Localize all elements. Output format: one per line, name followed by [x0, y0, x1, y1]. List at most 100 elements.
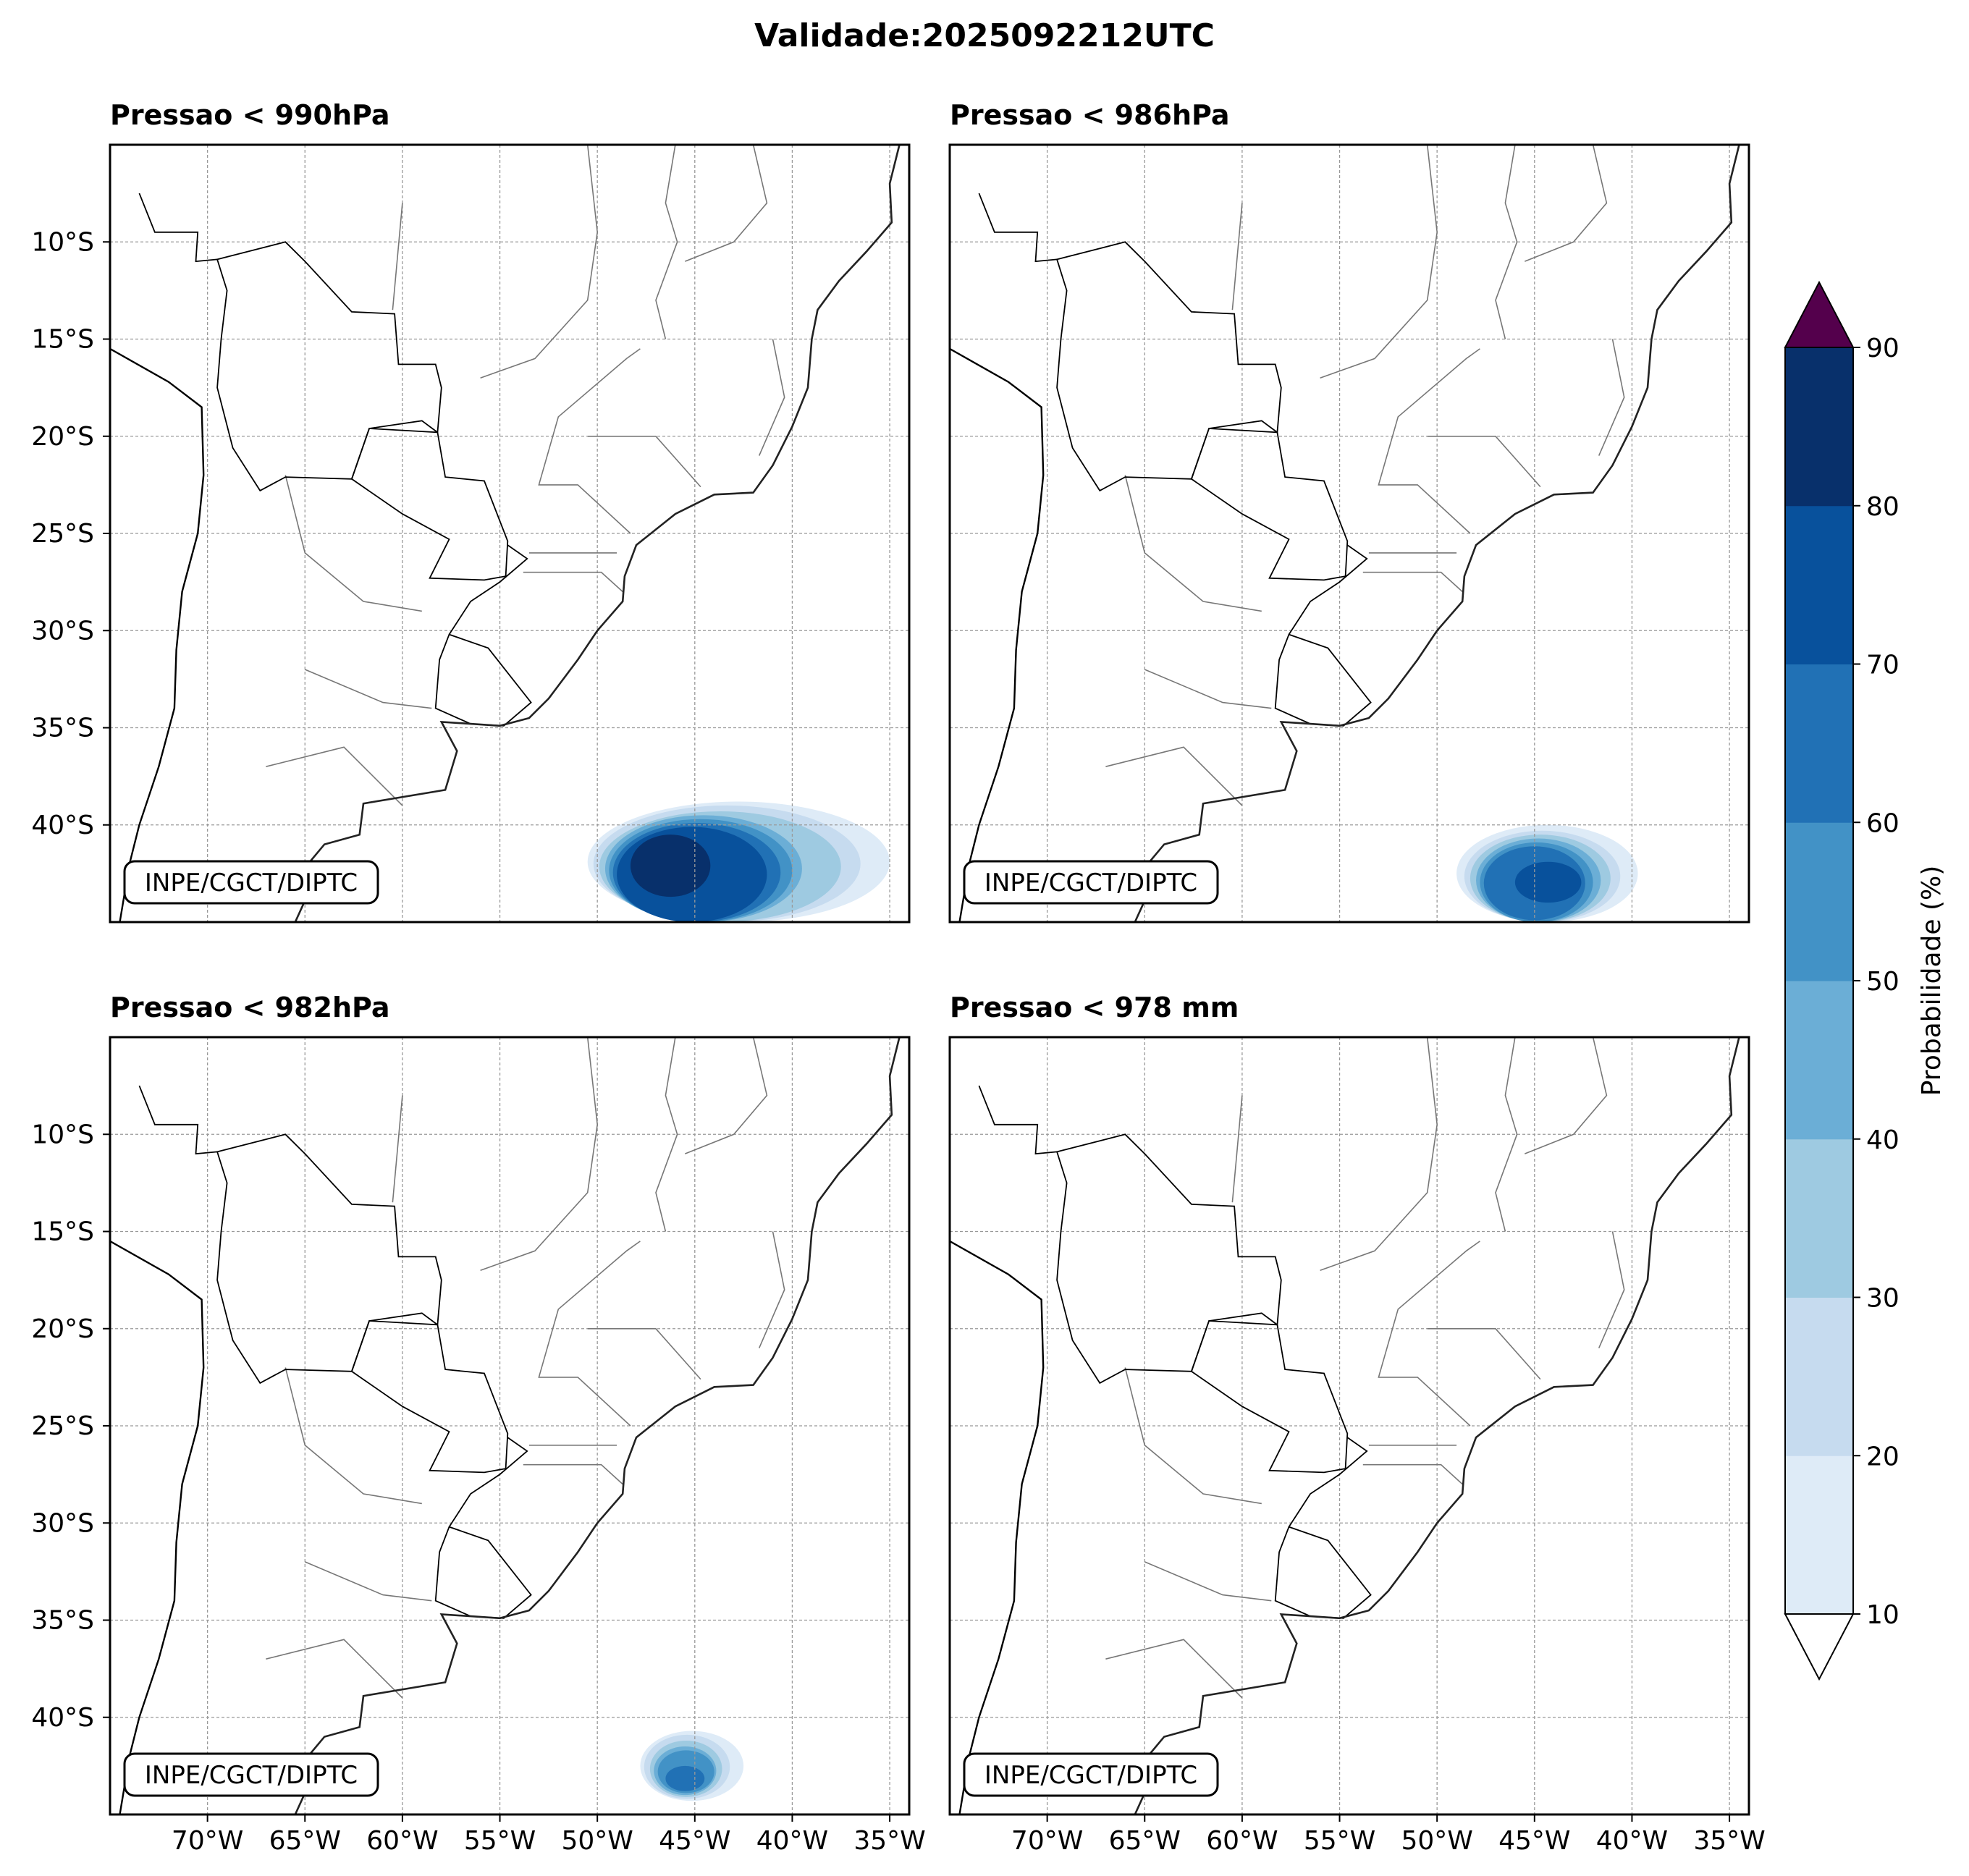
state-border: [392, 1095, 403, 1203]
lon-tick-label: 45°W: [659, 1826, 730, 1856]
country-border: [448, 1437, 528, 1528]
state-border: [758, 339, 785, 456]
lat-tick-label: 30°S: [31, 1508, 94, 1538]
state-border: [1362, 1463, 1463, 1485]
colorbar-tick-label: 70: [1866, 651, 1900, 680]
colorbar-segment: [1785, 1138, 1853, 1298]
lat-axis-top: 10°S 15°S 20°S 25°S 30°S 35°S 40°S: [31, 227, 110, 840]
lat-tick-label: 40°S: [31, 1703, 94, 1733]
state-border: [1495, 1037, 1518, 1232]
lat-tick-label: 30°S: [31, 616, 94, 646]
state-border: [1320, 1037, 1438, 1271]
lon-axis-left: 70°W 65°W 60°W 55°W 50°W 45°W 40°W 35°W: [172, 1814, 926, 1856]
colorbar-tick-label: 50: [1866, 967, 1900, 997]
state-border: [392, 203, 403, 310]
colorbar-tick-label: 10: [1866, 1600, 1900, 1630]
state-border: [1525, 145, 1608, 262]
lat-tick-label: 20°S: [31, 422, 94, 452]
panel-title: Pressao < 990hPa: [110, 99, 390, 131]
state-border: [1427, 1328, 1541, 1380]
lat-tick-label: 10°S: [31, 1120, 94, 1149]
lat-tick-label: 35°S: [31, 714, 94, 743]
lon-tick-label: 70°W: [172, 1826, 243, 1856]
svg-text:INPE/CGCT/DIPTC: INPE/CGCT/DIPTC: [984, 869, 1197, 897]
lon-tick-label: 40°W: [756, 1826, 828, 1856]
state-border: [1598, 1231, 1625, 1348]
map-panel-986: Pressao < 986hPa INPE/CGCT/DIPTC: [948, 99, 1750, 924]
map-panel-978: Pressao < 978 mm INPE/CGCT/DIPTC: [948, 992, 1750, 1816]
state-border: [480, 145, 599, 379]
country-border: [1274, 633, 1372, 727]
lon-tick-label: 60°W: [1206, 1826, 1278, 1856]
state-border: [266, 1639, 403, 1699]
country-border: [1288, 1437, 1368, 1528]
lat-tick-label: 40°S: [31, 811, 94, 840]
lat-tick-label: 15°S: [31, 1217, 94, 1247]
country-border: [216, 241, 442, 492]
country-border: [1055, 241, 1282, 492]
country-border: [448, 544, 528, 635]
colorbar-over-extend: [1784, 280, 1855, 348]
state-border: [284, 475, 422, 612]
panel-title: Pressao < 982hPa: [110, 992, 390, 1023]
state-border: [538, 348, 641, 534]
country-border: [350, 428, 509, 581]
watermark: INPE/CGCT/DIPTC: [123, 860, 379, 905]
country-border: [978, 193, 1058, 263]
lon-tick-label: 35°W: [853, 1826, 925, 1856]
map-panel-982: Pressao < 982hPa INPE/CGCT/DIPTC: [109, 992, 911, 1816]
state-border: [1378, 1241, 1480, 1427]
lon-tick-label: 60°W: [366, 1826, 438, 1856]
state-border: [1124, 1367, 1262, 1505]
lat-tick-label: 25°S: [31, 1411, 94, 1441]
pacific-coastline: [110, 347, 205, 922]
colorbar-segment: [1785, 981, 1853, 1140]
watermark: INPE/CGCT/DIPTC: [963, 860, 1219, 905]
state-border: [1525, 1037, 1608, 1154]
colorbar-tick-label: 40: [1866, 1125, 1900, 1155]
panel-title: Pressao < 978 mm: [950, 992, 1239, 1023]
country-border: [138, 1085, 218, 1155]
country-border: [434, 1526, 532, 1619]
colorbar-tick-label: 30: [1866, 1284, 1900, 1314]
country-border: [1288, 544, 1368, 635]
colorbar-segment: [1785, 822, 1853, 981]
state-border: [304, 1561, 432, 1602]
lat-tick-label: 10°S: [31, 227, 94, 257]
country-border: [1190, 428, 1349, 581]
probability-band-70: [1514, 861, 1582, 903]
map-panel-990: Pressao < 990hPa INPE/CGCT/DIPTC: [109, 99, 911, 924]
atlantic-coastline: [294, 145, 901, 922]
lon-tick-label: 35°W: [1693, 1826, 1765, 1856]
lat-tick-label: 20°S: [31, 1314, 94, 1344]
state-border: [1495, 145, 1518, 339]
state-border: [266, 746, 403, 806]
country-border: [1274, 1526, 1372, 1619]
state-border: [523, 571, 623, 593]
pacific-coastline: [950, 347, 1045, 922]
probability-band-80: [630, 835, 711, 897]
svg-text:INPE/CGCT/DIPTC: INPE/CGCT/DIPTC: [984, 1761, 1197, 1790]
state-border: [685, 145, 768, 262]
colorbar-segment: [1785, 347, 1853, 507]
state-border: [587, 1328, 701, 1380]
map-frame: [948, 1036, 1750, 1816]
colorbar: 10 20 30 40 50 60 70 80 90 Probabilidade (%): [1784, 280, 1947, 1681]
panel-title: Pressao < 986hPa: [950, 99, 1230, 131]
lon-tick-label: 70°W: [1011, 1826, 1083, 1856]
lon-tick-label: 55°W: [464, 1826, 536, 1856]
colorbar-label: Probabilidade (%): [1917, 866, 1947, 1097]
lon-axis-right: 70°W 65°W 60°W 55°W 50°W 45°W 40°W 35°W: [1011, 1814, 1766, 1856]
lat-tick-label: 25°S: [31, 519, 94, 549]
country-border: [350, 1320, 509, 1474]
state-border: [1231, 203, 1243, 310]
lon-tick-label: 50°W: [1401, 1826, 1472, 1856]
country-border: [1055, 1133, 1282, 1385]
colorbar-tick-label: 80: [1866, 492, 1900, 522]
lat-tick-label: 35°S: [31, 1606, 94, 1636]
colorbar-tick-label: 90: [1866, 334, 1900, 363]
colorbar-segment: [1785, 664, 1853, 823]
lon-tick-label: 45°W: [1498, 1826, 1570, 1856]
watermark: INPE/CGCT/DIPTC: [123, 1752, 379, 1797]
lon-tick-label: 65°W: [269, 1826, 341, 1856]
